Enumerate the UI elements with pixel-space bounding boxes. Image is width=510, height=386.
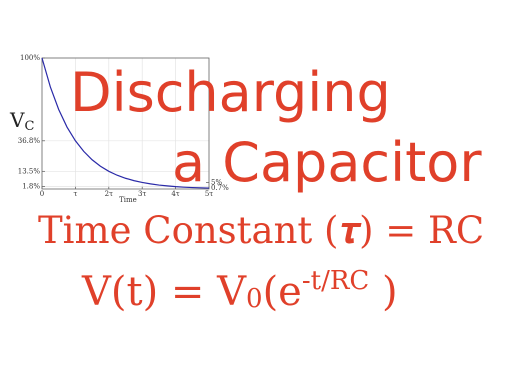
chart: 0 τ 2τ 3τ 4τ 5τ 100% 36.8% 13.5% 1.8% 5%0.7% [18,54,229,198]
x-tick-label: 2τ [105,190,113,198]
x-tick-label: τ [73,190,77,198]
x-axis-label: Time [119,196,137,204]
time-constant: Time Constant (𝝉) = RC [38,209,484,252]
y-label-main: V [9,108,25,132]
y-label-sub: C [24,119,34,134]
y-tick-label-right: 0.7% [211,184,229,192]
formula-exponent: -t/RC [302,266,369,296]
x-tick-label: 3τ [138,190,146,198]
y-tick-label: 36.8% [18,137,41,145]
x-tick-label: 4τ [171,190,179,198]
headline: Discharging [70,61,391,124]
y-tick-label: 100% [20,54,40,62]
formula-close: ) [369,269,397,315]
y-axis-label: VC [9,108,34,134]
formula-open: (e [263,269,302,315]
x-tick-label: 0 [40,190,44,198]
decay-curve [41,57,210,189]
plot-frame [41,57,210,190]
y-tick-label: 13.5% [18,167,41,175]
formula: V(t) = V0(e-t/RC ) [81,266,398,315]
y-tick-label: 1.8% [22,183,40,191]
y-tick-label-right: 5% [211,178,222,186]
x-tick-label: 5τ [205,190,213,198]
headline: a Capacitor [172,131,482,194]
formula-lhs: V(t) = V [81,269,247,315]
formula-sub: 0 [246,284,263,314]
